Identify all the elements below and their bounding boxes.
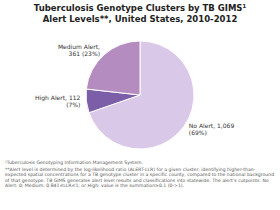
slice-label-line: No Alert, 1,069 — [189, 122, 235, 129]
title-line: Alert Levels**, United States, 2010-2012 — [43, 14, 238, 24]
footnotes: ¹Tuberculosis Genotyping Information Man… — [5, 160, 275, 190]
title-line: Tuberculosis Genotype Clusters by TB GIM… — [34, 3, 247, 13]
labels: No Alert, 1,069(69%) High Alert, 112(7%) M… — [35, 43, 234, 137]
title: Tuberculosis Genotype Clusters by TB GIM… — [34, 3, 247, 24]
slice-label: Medium Alert,361 (23%) — [58, 43, 100, 57]
slice-label-line: Medium Alert, — [58, 43, 100, 50]
footnote: ¹Tuberculosis Genotyping Information Man… — [5, 160, 275, 166]
slice-label: High Alert, 112(7%) — [35, 94, 80, 108]
slice-label: No Alert, 1,069(69%) — [189, 122, 235, 136]
slice-label-line: (69%) — [189, 129, 207, 136]
footnote: **Alert level is determined by the log-l… — [5, 167, 275, 189]
slice-label-line: 361 (23%) — [69, 50, 100, 57]
pie — [86, 41, 194, 149]
slice-label-line: (7%) — [66, 101, 80, 108]
chart: Tuberculosis Genotype Clusters by TB GIM… — [0, 0, 280, 158]
